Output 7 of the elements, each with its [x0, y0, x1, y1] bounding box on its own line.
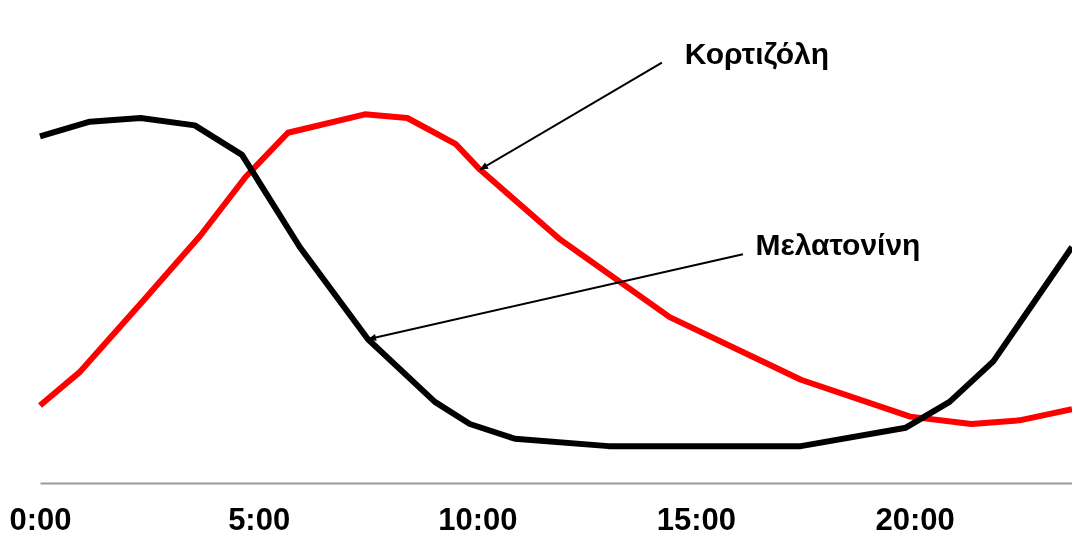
x-tick-label: 10:00 [438, 501, 518, 537]
x-tick-label: 15:00 [656, 501, 737, 537]
x-tick-label: 5:00 [228, 501, 291, 537]
x-tick-label: 0:00 [9, 501, 72, 537]
x-tick-label: 20:00 [875, 501, 955, 537]
annotation: Μελατονίνη [755, 228, 921, 262]
annotation: Κορτιζόλη [684, 36, 830, 70]
